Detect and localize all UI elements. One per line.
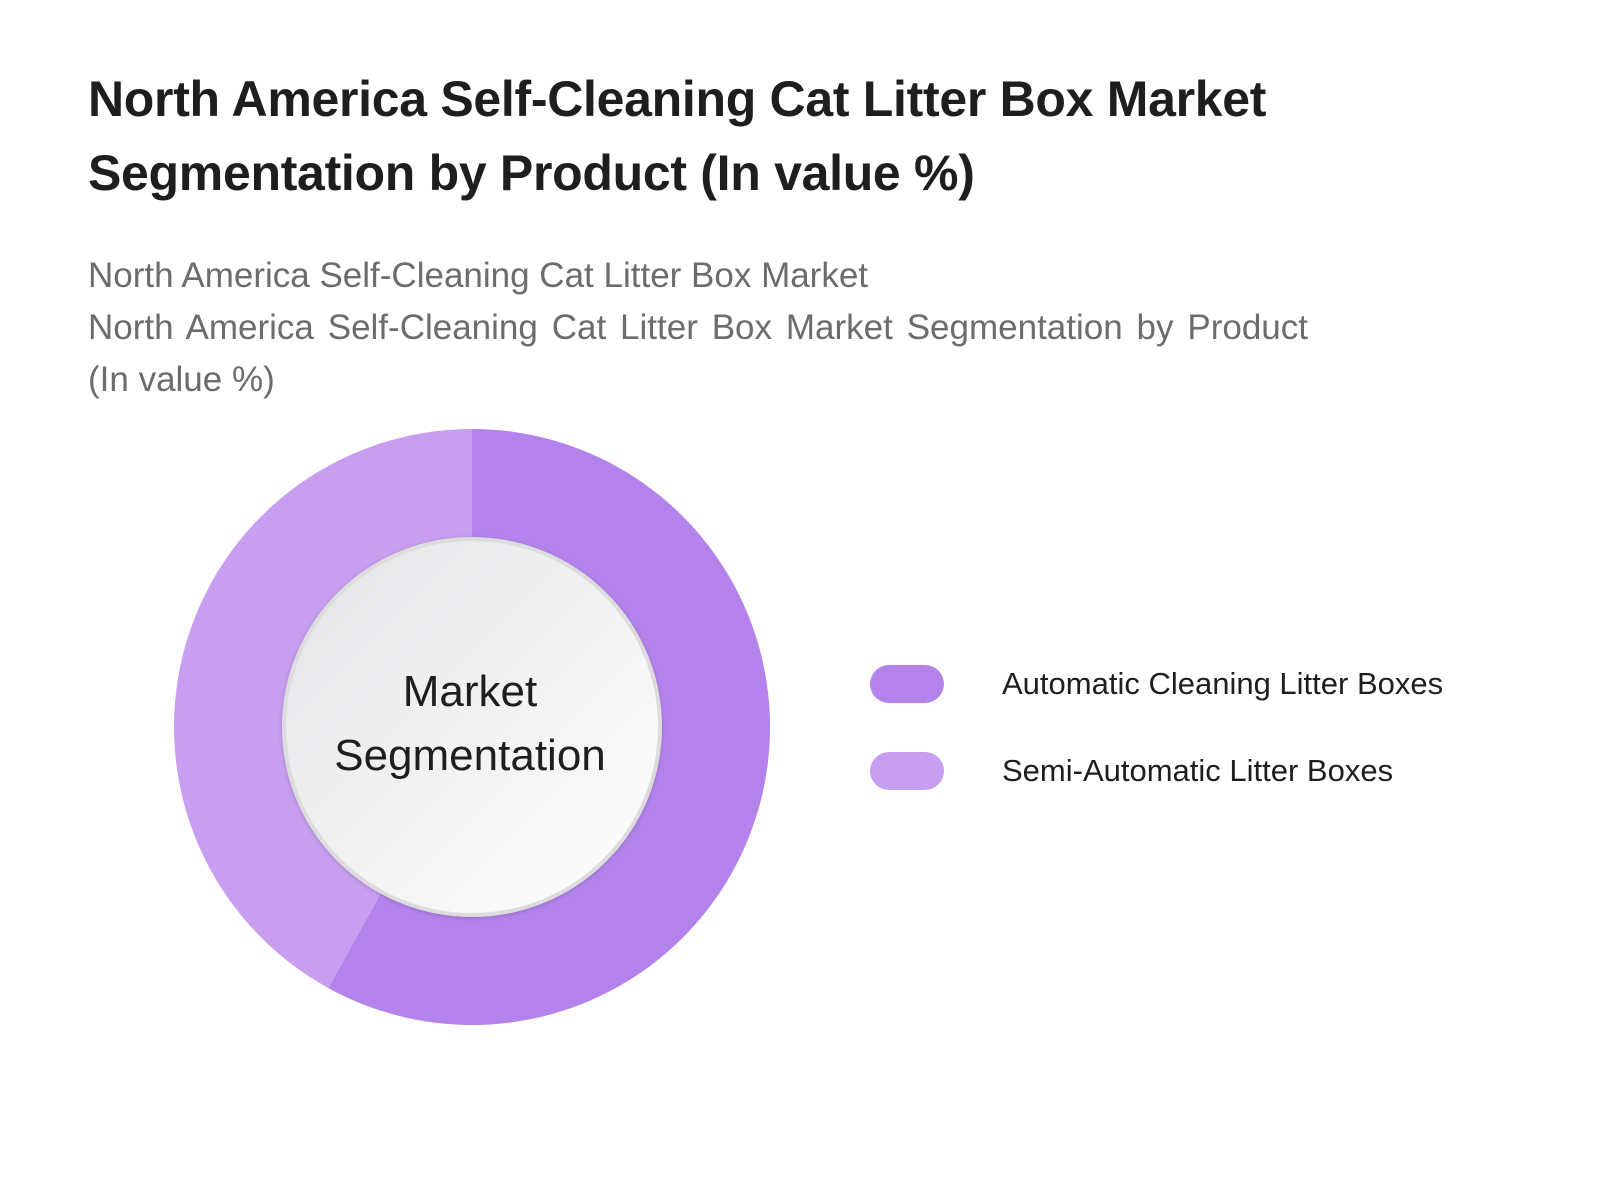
legend-swatch-semi-automatic <box>870 752 944 790</box>
chart-subtitle-line-1: North America Self-Cleaning Cat Litter B… <box>88 256 869 295</box>
legend-item-semi-automatic: Semi-Automatic Litter Boxes <box>870 752 1443 790</box>
center-label-line-1: Market <box>402 667 538 716</box>
chart-legend: Automatic Cleaning Litter Boxes Semi-Aut… <box>870 665 1443 839</box>
chart-title-line-1: North America Self-Cleaning Cat Litter B… <box>88 71 1267 127</box>
chart-subtitle-line-2: North America Self-Cleaning Cat Litter B… <box>88 308 1308 399</box>
legend-swatch-automatic <box>870 665 944 703</box>
chart-title: North America Self-Cleaning Cat Litter B… <box>88 62 1348 210</box>
center-label-line-2: Segmentation <box>334 731 606 780</box>
legend-label-automatic: Automatic Cleaning Litter Boxes <box>1002 666 1444 701</box>
legend-item-automatic: Automatic Cleaning Litter Boxes <box>870 665 1443 703</box>
donut-hole <box>282 537 662 917</box>
legend-label-semi-automatic: Semi-Automatic Litter Boxes <box>1002 753 1394 788</box>
donut-center-label: Market Segmentation <box>290 660 650 788</box>
chart-title-line-2: Segmentation by Product (In value %) <box>88 145 975 201</box>
